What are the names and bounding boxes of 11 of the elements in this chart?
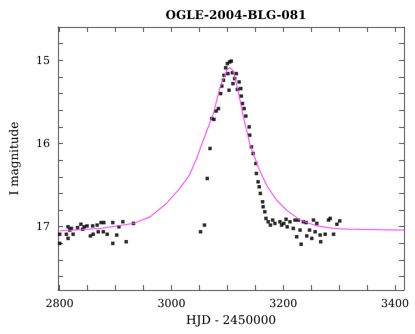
x-tick-label: 3200 (269, 297, 298, 310)
x-axis-title: HJD - 2450000 (186, 313, 276, 327)
x-tick-label: 2800 (46, 297, 74, 310)
chart-title: OGLE-2004-BLG-081 (166, 8, 306, 22)
x-tick-label: 3000 (157, 297, 186, 310)
y-tick-label: 16 (36, 137, 50, 150)
line-series (59, 67, 404, 232)
y-tick-label: 17 (36, 220, 50, 234)
y-tick-label: 15 (36, 54, 50, 67)
x-tick-label: 3400 (381, 297, 410, 310)
y-axis-title: I magnitude (7, 122, 21, 196)
